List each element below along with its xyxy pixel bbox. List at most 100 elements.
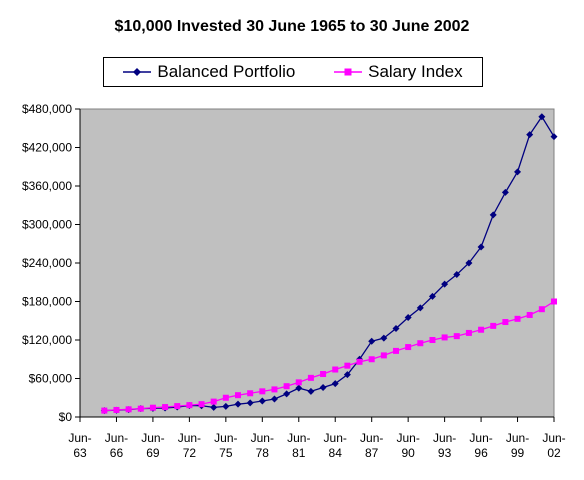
data-point-salary-index bbox=[320, 371, 327, 378]
data-point-balanced-portfolio bbox=[404, 314, 412, 322]
x-tick-label-year: 99 bbox=[511, 446, 525, 460]
data-point-balanced-portfolio bbox=[246, 399, 254, 407]
data-point-salary-index bbox=[174, 403, 181, 410]
data-point-salary-index bbox=[538, 306, 545, 313]
y-tick-label: $480,000 bbox=[22, 102, 72, 116]
data-point-balanced-portfolio bbox=[210, 403, 218, 411]
data-point-balanced-portfolio bbox=[380, 334, 388, 342]
data-point-salary-index bbox=[441, 334, 448, 341]
data-point-salary-index bbox=[137, 405, 144, 412]
x-tick-label: Jun- bbox=[141, 431, 164, 445]
legend-label-salary-index: Salary Index bbox=[368, 62, 463, 81]
y-tick-label: $0 bbox=[59, 410, 73, 424]
data-point-salary-index bbox=[295, 379, 302, 386]
legend-label-balanced-portfolio: Balanced Portfolio bbox=[157, 62, 296, 81]
data-point-salary-index bbox=[149, 404, 156, 411]
x-tick-label: Jun- bbox=[469, 431, 492, 445]
data-point-salary-index bbox=[465, 329, 472, 336]
data-point-balanced-portfolio bbox=[295, 384, 303, 392]
y-tick-label: $180,000 bbox=[22, 295, 72, 309]
x-tick-label-year: 93 bbox=[438, 446, 452, 460]
data-point-balanced-portfolio bbox=[222, 402, 230, 410]
x-tick-label: Jun- bbox=[214, 431, 237, 445]
data-point-balanced-portfolio bbox=[258, 397, 266, 405]
legend-swatch-balanced-portfolio-icon bbox=[123, 65, 152, 79]
data-point-balanced-portfolio bbox=[331, 380, 339, 388]
data-point-balanced-portfolio bbox=[526, 131, 534, 139]
data-point-salary-index bbox=[235, 392, 241, 399]
data-point-salary-index bbox=[259, 388, 266, 395]
y-tick-label: $120,000 bbox=[22, 333, 72, 347]
x-tick-label: Jun- bbox=[287, 431, 310, 445]
legend: Balanced Portfolio Salary Index bbox=[103, 57, 483, 87]
data-point-salary-index bbox=[429, 337, 436, 343]
y-tick-label: $60,000 bbox=[29, 372, 73, 386]
data-point-salary-index bbox=[162, 404, 169, 411]
data-point-salary-index bbox=[490, 322, 497, 329]
data-point-salary-index bbox=[198, 401, 205, 408]
data-point-balanced-portfolio bbox=[392, 324, 400, 332]
x-tick-label-year: 96 bbox=[474, 446, 488, 460]
data-point-salary-index bbox=[186, 402, 193, 409]
x-tick-label-year: 72 bbox=[183, 446, 197, 460]
data-point-balanced-portfolio bbox=[428, 292, 436, 300]
data-point-salary-index bbox=[247, 390, 254, 397]
chart-title: $10,000 Invested 30 June 1965 to 30 June… bbox=[114, 18, 470, 35]
data-point-salary-index bbox=[271, 386, 278, 393]
data-point-balanced-portfolio bbox=[514, 168, 522, 176]
data-point-salary-index bbox=[283, 383, 290, 390]
data-point-balanced-portfolio bbox=[489, 211, 497, 219]
x-tick-label-year: 78 bbox=[256, 446, 270, 460]
data-point-salary-index bbox=[551, 298, 557, 305]
data-point-balanced-portfolio bbox=[343, 371, 351, 379]
data-point-salary-index bbox=[502, 319, 509, 326]
data-point-salary-index bbox=[478, 326, 485, 333]
x-tick-label: Jun- bbox=[251, 431, 274, 445]
data-point-salary-index bbox=[344, 362, 351, 369]
y-tick-label: $360,000 bbox=[22, 179, 72, 193]
data-point-balanced-portfolio bbox=[441, 280, 449, 288]
data-point-salary-index bbox=[514, 315, 521, 322]
legend-item-salary-index: Salary Index bbox=[334, 62, 463, 82]
data-point-salary-index bbox=[210, 398, 217, 405]
x-tick-label-year: 90 bbox=[401, 446, 415, 460]
y-tick-label: $420,000 bbox=[22, 141, 72, 155]
x-tick-label-year: 63 bbox=[73, 446, 87, 460]
x-tick-label: Jun- bbox=[506, 431, 529, 445]
data-point-balanced-portfolio bbox=[234, 400, 242, 408]
x-tick-label: Jun- bbox=[360, 431, 383, 445]
data-point-salary-index bbox=[526, 311, 533, 318]
data-point-balanced-portfolio bbox=[270, 395, 278, 403]
x-tick-label-year: 81 bbox=[292, 446, 306, 460]
data-point-balanced-portfolio bbox=[501, 188, 509, 196]
x-tick-label-year: 66 bbox=[110, 446, 124, 460]
data-point-salary-index bbox=[113, 406, 120, 413]
plot-area bbox=[79, 108, 555, 418]
legend-item-balanced-portfolio: Balanced Portfolio bbox=[123, 62, 295, 82]
data-point-salary-index bbox=[101, 407, 108, 414]
x-tick-label-year: 87 bbox=[365, 446, 379, 460]
data-point-salary-index bbox=[405, 344, 412, 351]
y-tick-label: $240,000 bbox=[22, 256, 72, 270]
data-point-salary-index bbox=[125, 406, 132, 413]
y-tick-label: $300,000 bbox=[22, 218, 72, 232]
data-point-balanced-portfolio bbox=[538, 113, 546, 121]
data-point-balanced-portfolio bbox=[453, 271, 461, 279]
x-tick-label: Jun- bbox=[68, 431, 91, 445]
x-tick-label: Jun- bbox=[433, 431, 456, 445]
data-point-salary-index bbox=[332, 366, 339, 373]
x-tick-label: Jun- bbox=[396, 431, 419, 445]
data-point-balanced-portfolio bbox=[550, 133, 558, 141]
data-point-balanced-portfolio bbox=[477, 243, 485, 251]
data-point-salary-index bbox=[393, 347, 399, 354]
data-point-salary-index bbox=[453, 333, 460, 340]
data-point-balanced-portfolio bbox=[283, 390, 291, 398]
data-point-balanced-portfolio bbox=[465, 259, 473, 267]
data-point-balanced-portfolio bbox=[319, 383, 327, 391]
data-point-salary-index bbox=[417, 340, 424, 347]
data-point-balanced-portfolio bbox=[368, 337, 376, 345]
x-tick-label-year: 02 bbox=[547, 446, 561, 460]
x-tick-label-year: 75 bbox=[219, 446, 233, 460]
x-tick-label: Jun- bbox=[105, 431, 128, 445]
